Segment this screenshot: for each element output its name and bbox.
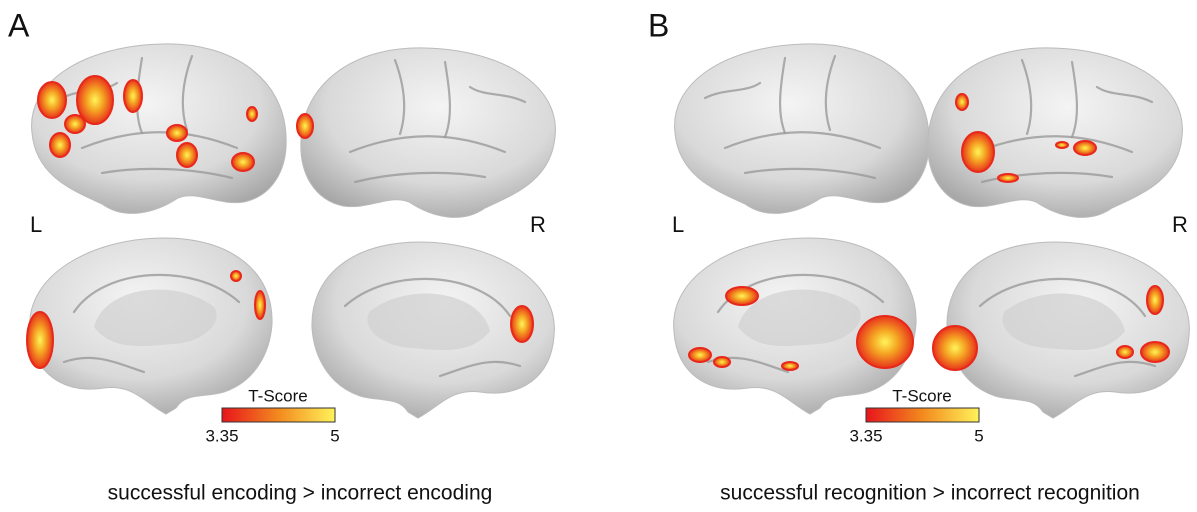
colorbar: T-Score 3.35 5 [849, 386, 983, 445]
colorbar-title: T-Score [892, 386, 952, 405]
brain-lateral-right [299, 46, 557, 219]
colorbar-bar [221, 407, 336, 423]
hemisphere-label: L [30, 212, 42, 237]
colorbar-title: T-Score [248, 386, 308, 405]
panel-a: A L R T-Score 3.35 5 succ [8, 7, 557, 505]
brain-lateral-left [673, 42, 931, 215]
brain-medial-left [28, 236, 274, 416]
brain-lateral-right [926, 46, 1184, 219]
hemisphere-label: L [672, 212, 684, 237]
hemisphere-label: R [1172, 212, 1188, 237]
panel-b: B L R T-Score 3.35 5 succ [648, 7, 1191, 505]
caption: successful recognition > incorrect recog… [720, 482, 1140, 505]
colorbar-bar [865, 407, 980, 423]
activation-blobs [688, 93, 1170, 371]
panel-letter: B [648, 7, 669, 43]
colorbar-tick: 3.35 [205, 426, 238, 445]
colorbar-tick: 5 [330, 426, 339, 445]
activation-blobs [26, 75, 534, 369]
brain-medial-right [945, 240, 1191, 420]
panel-letter: A [8, 7, 30, 43]
hemisphere-label: R [530, 212, 546, 237]
colorbar-tick: 3.35 [849, 426, 882, 445]
colorbar: T-Score 3.35 5 [205, 386, 339, 445]
colorbar-tick: 5 [974, 426, 983, 445]
caption: successful encoding > incorrect encoding [108, 482, 493, 505]
